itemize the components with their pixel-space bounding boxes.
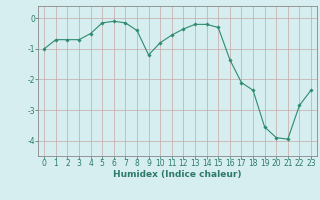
X-axis label: Humidex (Indice chaleur): Humidex (Indice chaleur)	[113, 170, 242, 179]
